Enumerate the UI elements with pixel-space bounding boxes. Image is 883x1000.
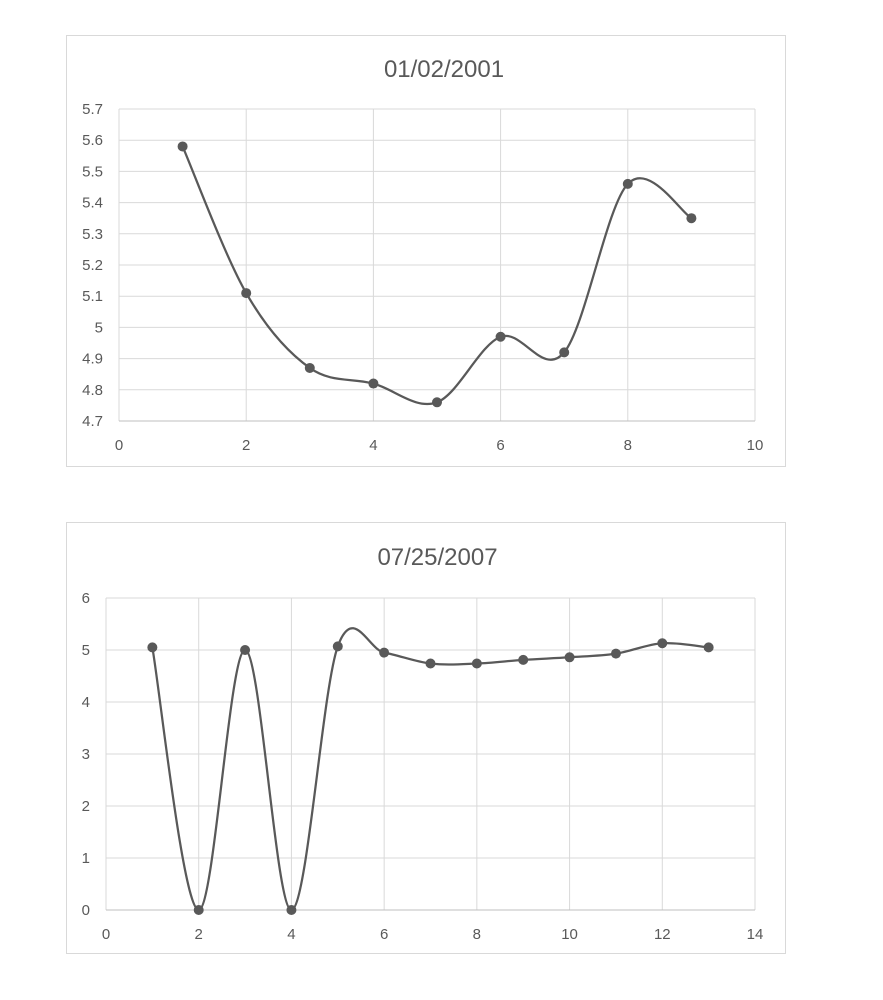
chart-title: 01/02/2001 bbox=[384, 56, 504, 83]
x-tick-label: 0 bbox=[102, 926, 110, 943]
data-point bbox=[332, 641, 343, 652]
data-point bbox=[177, 141, 188, 152]
y-tick-label: 5.5 bbox=[82, 163, 103, 180]
y-tick-label: 4.7 bbox=[82, 413, 103, 430]
y-tick-label: 6 bbox=[82, 590, 90, 607]
data-point bbox=[147, 642, 158, 653]
y-tick-label: 4.9 bbox=[82, 351, 103, 368]
data-point bbox=[379, 647, 390, 658]
chart-1-svg: 01/02/2001 4.7 4.8 4.9 5 5.1 5.2 5.3 5.4 5.5 5.6 5.… bbox=[82, 56, 764, 454]
data-point bbox=[193, 905, 204, 915]
y-tick-label: 5.1 bbox=[82, 288, 103, 305]
x-tick-label: 12 bbox=[654, 926, 671, 943]
series-line bbox=[151, 627, 710, 912]
data-point bbox=[241, 288, 252, 299]
data-point bbox=[518, 654, 529, 665]
x-tick-label: 8 bbox=[624, 437, 632, 454]
y-tick-label: 0 bbox=[82, 902, 90, 919]
x-tick-label: 6 bbox=[496, 437, 504, 454]
y-tick-label: 4.8 bbox=[82, 382, 103, 399]
data-point bbox=[471, 658, 482, 669]
data-point bbox=[703, 642, 714, 653]
data-point bbox=[657, 638, 668, 649]
y-tick-label: 5.7 bbox=[82, 101, 103, 118]
y-tick-label: 4 bbox=[82, 694, 90, 711]
data-point bbox=[432, 397, 442, 408]
data-point bbox=[564, 652, 575, 663]
y-tick-label: 5.4 bbox=[82, 195, 103, 212]
x-tick-label: 10 bbox=[747, 437, 764, 454]
y-tick-label: 1 bbox=[82, 850, 90, 867]
data-point bbox=[622, 178, 633, 189]
x-tick-label: 0 bbox=[115, 437, 123, 454]
y-tick-label: 5 bbox=[95, 319, 103, 336]
x-tick-label: 10 bbox=[561, 926, 578, 943]
x-tick-label: 6 bbox=[380, 926, 388, 943]
data-point bbox=[495, 331, 506, 342]
x-tick-label: 14 bbox=[747, 926, 764, 943]
data-point bbox=[240, 645, 251, 655]
chart-title: 07/25/2007 bbox=[377, 544, 497, 571]
chart-2: 07/25/2007 0 1 2 3 4 5 6 0 2 4 6 8 10 12 14 bbox=[66, 522, 786, 954]
x-tick-label: 2 bbox=[195, 926, 203, 943]
data-point bbox=[559, 347, 570, 358]
x-tick-label: 4 bbox=[369, 437, 377, 454]
chart-1: 01/02/2001 4.7 4.8 4.9 5 5.1 5.2 5.3 5.4 5.5 5.6 5.… bbox=[66, 35, 786, 467]
data-point bbox=[686, 213, 697, 224]
data-point bbox=[286, 905, 297, 915]
y-tick-label: 5 bbox=[82, 642, 90, 659]
data-point bbox=[425, 658, 436, 669]
data-point bbox=[304, 362, 315, 373]
y-tick-label: 5.6 bbox=[82, 132, 103, 149]
x-tick-label: 2 bbox=[242, 437, 250, 454]
y-tick-label: 5.3 bbox=[82, 226, 103, 243]
y-tick-label: 2 bbox=[82, 798, 90, 815]
x-tick-label: 4 bbox=[287, 926, 295, 943]
data-point bbox=[610, 648, 621, 659]
x-tick-label: 8 bbox=[473, 926, 481, 943]
series-line bbox=[181, 145, 693, 406]
y-tick-label: 5.2 bbox=[82, 257, 103, 274]
data-point bbox=[368, 378, 379, 389]
y-tick-label: 3 bbox=[82, 746, 90, 763]
